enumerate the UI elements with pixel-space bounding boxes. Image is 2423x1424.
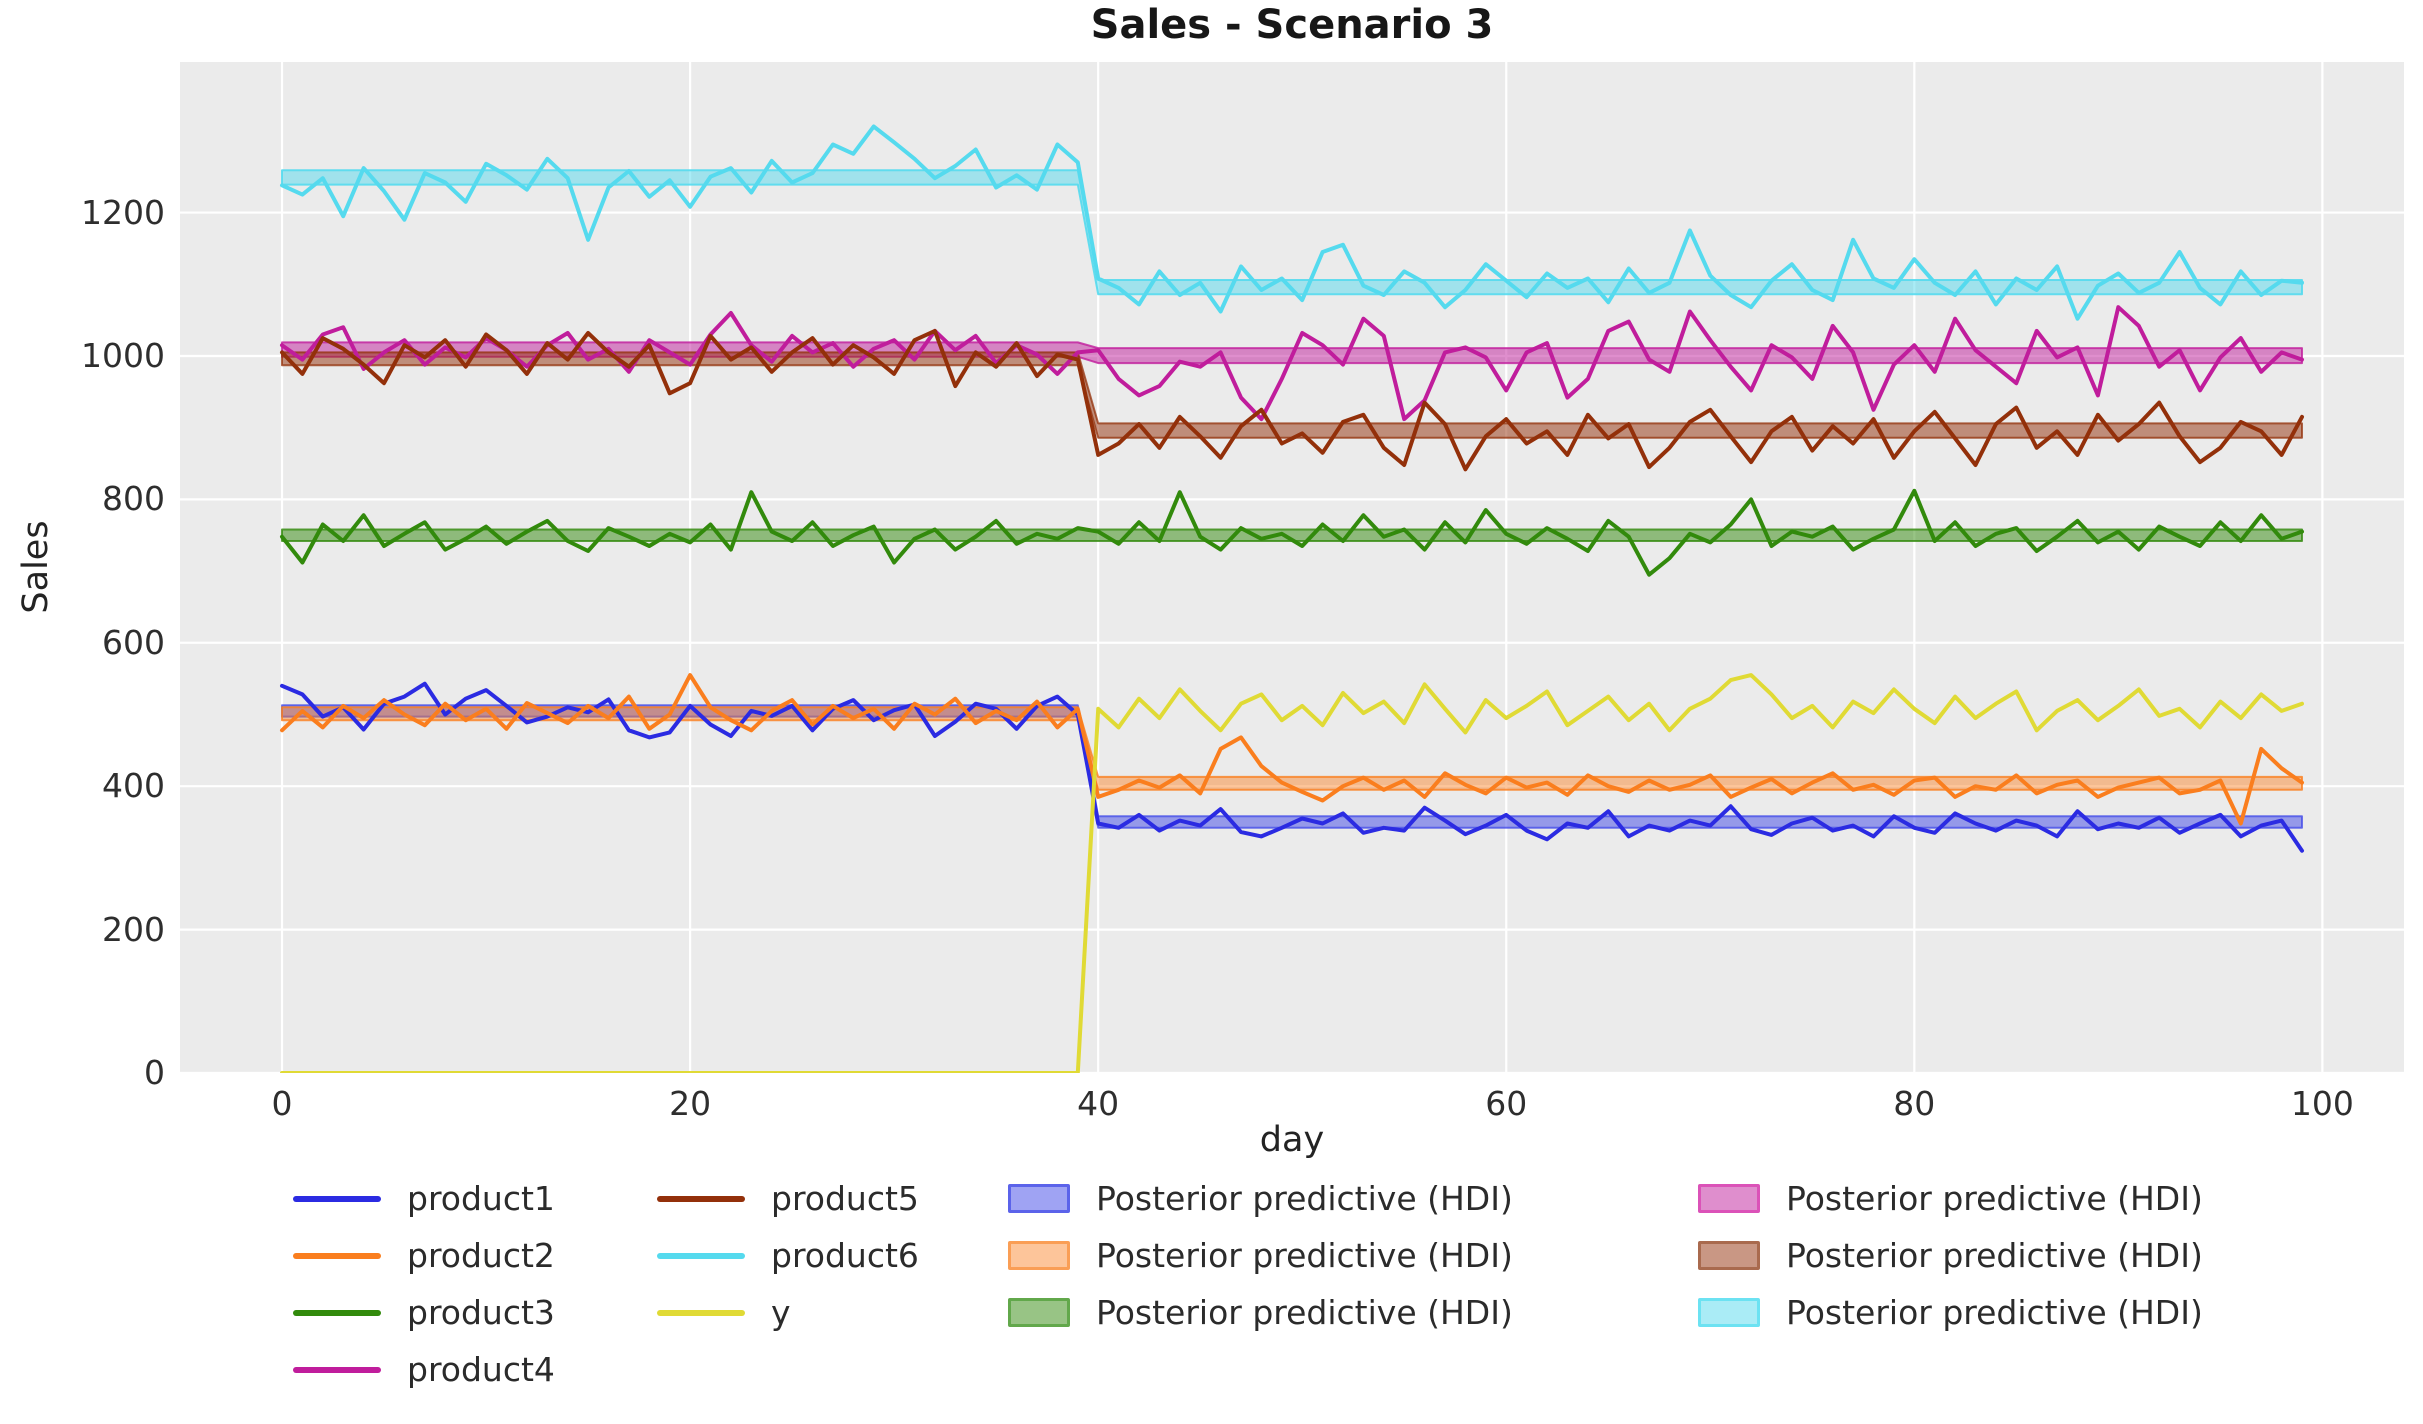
legend-label: Posterior predictive (HDI) xyxy=(1096,1293,1513,1332)
legend-label: Posterior predictive (HDI) xyxy=(1786,1293,2203,1332)
hdi-band-product5 xyxy=(281,351,2303,439)
legend-item-posterior-predictive-hdi-: Posterior predictive (HDI) xyxy=(1008,1227,1513,1284)
y-axis-label: Sales xyxy=(16,520,56,614)
legend-item-product3: product3 xyxy=(293,1284,555,1341)
legend-patch-swatch xyxy=(1008,1241,1070,1270)
legend-label: product1 xyxy=(407,1179,555,1218)
legend-label: y xyxy=(771,1293,791,1332)
legend-patch-swatch xyxy=(1008,1298,1070,1327)
y-tick-label: 800 xyxy=(102,479,165,519)
legend-line-swatch xyxy=(293,1366,381,1373)
y-tick-label: 200 xyxy=(102,909,165,949)
legend-label: product5 xyxy=(771,1179,919,1218)
x-tick-label: 40 xyxy=(1077,1084,1120,1123)
legend-label: product4 xyxy=(407,1350,555,1389)
y-tick-label: 600 xyxy=(102,622,165,662)
plot-background xyxy=(180,62,2404,1073)
x-tick-label: 80 xyxy=(1893,1084,1936,1123)
legend-patch-swatch xyxy=(1698,1184,1760,1213)
hdi-band-product6 xyxy=(281,169,2303,296)
series-line-product6 xyxy=(280,124,2304,321)
legend-item-posterior-predictive-hdi-: Posterior predictive (HDI) xyxy=(1008,1170,1513,1227)
legend-item-y: y xyxy=(657,1284,919,1341)
series-line-y xyxy=(280,673,2304,1073)
y-tick-label: 0 xyxy=(144,1053,165,1092)
legend-item-posterior-predictive-hdi-: Posterior predictive (HDI) xyxy=(1698,1227,2203,1284)
legend-column-2: product5 product6 y xyxy=(657,1170,919,1341)
legend-label: Posterior predictive (HDI) xyxy=(1786,1236,2203,1275)
x-tick-label: 60 xyxy=(1485,1084,1528,1123)
x-tick-label: 100 xyxy=(2290,1084,2354,1123)
legend-line-swatch xyxy=(293,1309,381,1316)
series-line-product2 xyxy=(280,673,2304,826)
legend-line-swatch xyxy=(657,1309,745,1316)
x-axis-label: day xyxy=(1259,1120,1325,1160)
plot-svg xyxy=(180,62,2404,1073)
legend-line-swatch xyxy=(293,1252,381,1259)
series-line-product5 xyxy=(280,328,2304,472)
legend-label: product3 xyxy=(407,1293,555,1332)
legend-item-product6: product6 xyxy=(657,1227,919,1284)
y-tick-label: 1000 xyxy=(81,335,165,375)
legend-item-product1: product1 xyxy=(293,1170,555,1227)
legend-label: product2 xyxy=(407,1236,555,1275)
legend-item-posterior-predictive-hdi-: Posterior predictive (HDI) xyxy=(1698,1170,2203,1227)
legend-patch-swatch xyxy=(1008,1184,1070,1213)
legend-line-swatch xyxy=(657,1252,745,1259)
x-tick-label: 0 xyxy=(271,1084,293,1123)
legend-label: product6 xyxy=(771,1236,919,1275)
legend-column-4: Posterior predictive (HDI) Posterior pred… xyxy=(1698,1170,2203,1341)
legend-item-posterior-predictive-hdi-: Posterior predictive (HDI) xyxy=(1698,1284,2203,1341)
y-tick-label: 400 xyxy=(102,766,165,806)
legend-patch-swatch xyxy=(1698,1241,1760,1270)
legend-patch-swatch xyxy=(1698,1298,1760,1327)
legend-column-3: Posterior predictive (HDI) Posterior pred… xyxy=(1008,1170,1513,1341)
legend-item-product2: product2 xyxy=(293,1227,555,1284)
plot-area xyxy=(180,62,2404,1073)
legend-label: Posterior predictive (HDI) xyxy=(1096,1179,1513,1218)
x-tick-label: 20 xyxy=(669,1084,712,1123)
legend-column-1: product1 product2 product3 product4 xyxy=(293,1170,555,1398)
legend-line-swatch xyxy=(293,1195,381,1202)
y-tick-label: 1200 xyxy=(81,192,165,232)
legend-label: Posterior predictive (HDI) xyxy=(1096,1236,1513,1275)
series-line-product1 xyxy=(280,681,2304,853)
legend-label: Posterior predictive (HDI) xyxy=(1786,1179,2203,1218)
chart-title: Sales - Scenario 3 xyxy=(1090,2,1494,48)
legend-item-product5: product5 xyxy=(657,1170,919,1227)
legend-item-posterior-predictive-hdi-: Posterior predictive (HDI) xyxy=(1008,1284,1513,1341)
legend-line-swatch xyxy=(657,1195,745,1202)
series-line-product3 xyxy=(280,488,2304,577)
legend-item-product4: product4 xyxy=(293,1341,555,1398)
